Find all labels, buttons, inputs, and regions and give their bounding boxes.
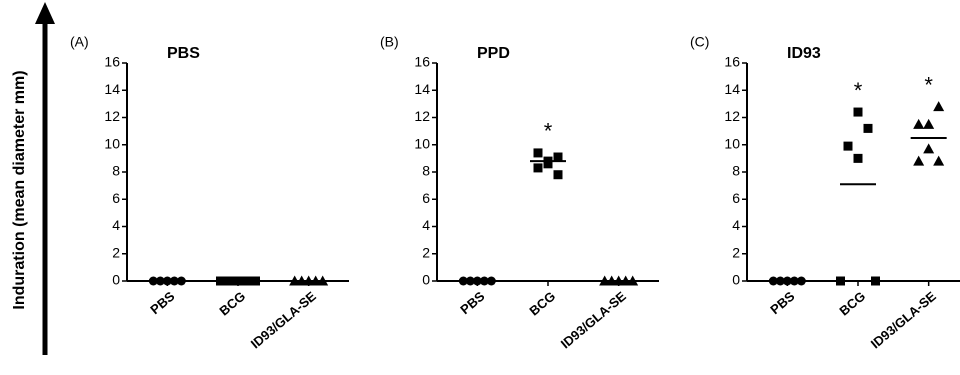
y-tick-label: 10	[414, 135, 430, 151]
y-tick-label: 0	[112, 272, 120, 288]
point	[836, 276, 845, 286]
y-tick-label: 16	[724, 54, 740, 70]
y-tick-label: 6	[112, 190, 120, 206]
y-tick-label: 14	[724, 81, 740, 97]
panel-label: (A)	[70, 34, 89, 50]
y-tick-label: 10	[724, 135, 740, 151]
point	[933, 155, 945, 166]
x-tick-label: ID93/GLA-SE	[248, 288, 319, 351]
y-tick-label: 2	[112, 244, 120, 260]
y-tick-label: 10	[104, 135, 120, 151]
y-tick-label: 0	[732, 272, 740, 288]
x-tick-label: ID93/GLA-SE	[868, 288, 939, 351]
arrow-head	[35, 2, 55, 24]
panel-label: (C)	[690, 34, 709, 50]
panel-label: (B)	[380, 34, 399, 50]
y-tick-label: 14	[104, 81, 120, 97]
point	[533, 148, 543, 158]
x-tick-label: ID93/GLA-SE	[558, 288, 629, 351]
y-tick-label: 0	[422, 272, 430, 288]
y-tick-label: 12	[104, 108, 120, 124]
significance-mark: *	[924, 72, 933, 97]
point	[923, 118, 935, 129]
significance-mark: *	[854, 78, 863, 103]
point	[913, 118, 925, 129]
y-tick-label: 12	[724, 108, 740, 124]
x-tick-label: PBS	[767, 288, 797, 317]
x-tick-label: PBS	[457, 288, 487, 317]
panel-title: PBS	[167, 45, 200, 62]
point	[871, 276, 880, 286]
y-tick-label: 4	[112, 217, 120, 233]
x-tick-label: BCG	[526, 288, 558, 318]
y-tick-label: 16	[414, 54, 430, 70]
point	[553, 170, 563, 180]
y-tick-label: 12	[414, 108, 430, 124]
y-tick-label: 4	[422, 217, 430, 233]
x-tick-label: BCG	[216, 288, 248, 318]
y-tick-label: 8	[732, 163, 740, 179]
point	[923, 143, 935, 154]
x-tick-label: BCG	[836, 288, 868, 318]
panel-title: PPD	[477, 45, 510, 62]
y-tick-label: 2	[732, 244, 740, 260]
y-tick-label: 16	[104, 54, 120, 70]
x-tick-label: PBS	[147, 288, 177, 317]
y-tick-label: 2	[422, 244, 430, 260]
panel-title: ID93	[787, 45, 821, 62]
y-tick-label: 4	[732, 217, 740, 233]
y-tick-label: 14	[414, 81, 430, 97]
point	[843, 141, 853, 151]
point	[533, 163, 543, 173]
point	[913, 155, 925, 166]
point	[853, 153, 863, 163]
point	[863, 123, 873, 133]
y-axis-label: Induration (mean diameter mm)	[11, 70, 28, 309]
point	[933, 101, 945, 112]
y-tick-label: 6	[732, 190, 740, 206]
y-tick-label: 6	[422, 190, 430, 206]
significance-mark: *	[544, 119, 553, 144]
point	[853, 107, 863, 117]
y-tick-label: 8	[112, 163, 120, 179]
y-tick-label: 8	[422, 163, 430, 179]
point	[553, 152, 563, 162]
